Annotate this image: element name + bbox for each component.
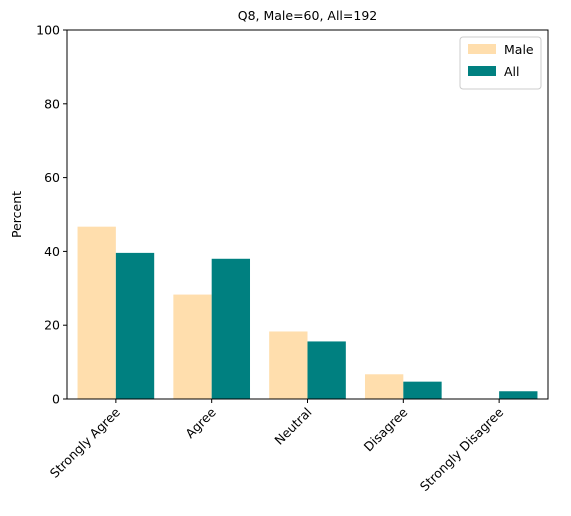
y-tick-label: 0: [52, 392, 60, 407]
bar-all-agree: [211, 258, 251, 399]
bar-male-neutral: [269, 331, 308, 399]
x-axis-ticks: Strongly Agree Agree Neutral Disagree Strong…: [47, 399, 507, 494]
legend-label-all: All: [504, 64, 520, 79]
bar-all-strongly-agree: [115, 252, 155, 399]
y-tick-label: 60: [44, 170, 60, 185]
bar-all-disagree: [403, 381, 442, 399]
y-tick-label: 80: [44, 96, 60, 111]
bar-all-neutral: [307, 341, 346, 399]
x-tick-label: Agree: [182, 404, 219, 441]
bars-group: [77, 226, 538, 399]
bar-male-disagree: [364, 374, 404, 399]
bar-male-agree: [173, 294, 212, 399]
legend-swatch-male: [468, 44, 496, 54]
x-tick-label: Strongly Disagree: [417, 404, 507, 494]
y-axis-ticks: 0 20 40 60 80 100: [36, 23, 67, 407]
x-tick-label: Strongly Agree: [47, 404, 123, 480]
y-tick-label: 20: [44, 318, 60, 333]
plot-frame: [66, 29, 549, 400]
bar-male-strongly-agree: [77, 226, 116, 399]
y-tick-label: 100: [36, 23, 60, 38]
y-axis-label: Percent: [9, 191, 24, 238]
x-tick-label: Disagree: [361, 404, 411, 454]
legend-swatch-all: [468, 66, 496, 76]
x-tick-label: Neutral: [271, 405, 314, 448]
chart-title: Q8, Male=60, All=192: [238, 8, 378, 23]
bar-all-strongly-disagree: [499, 391, 538, 399]
legend-label-male: Male: [504, 42, 534, 57]
y-tick-label: 40: [44, 244, 60, 259]
legend: Male All: [459, 36, 542, 90]
